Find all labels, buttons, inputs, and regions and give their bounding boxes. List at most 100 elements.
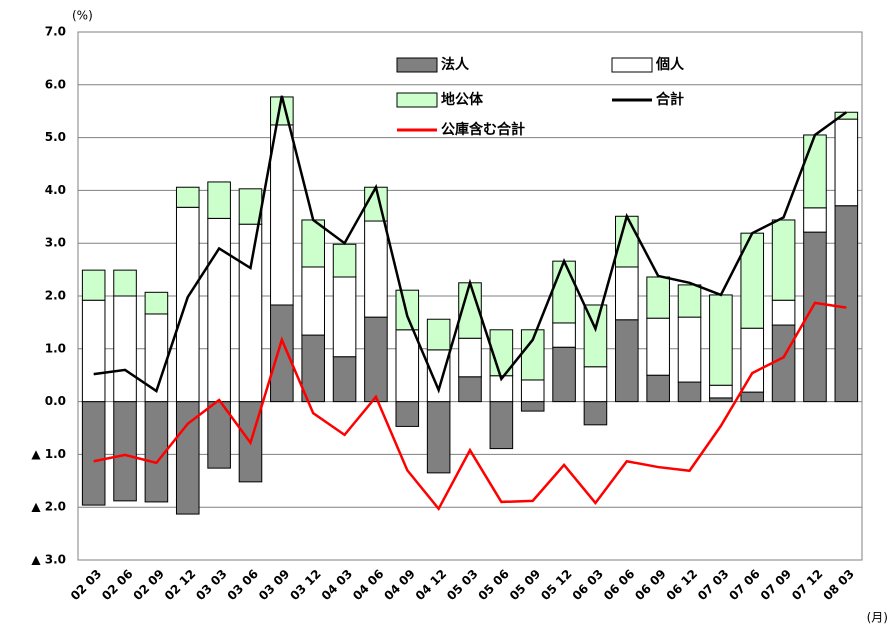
x-tick-label: 04 09	[381, 567, 417, 603]
y-tick-label: 0.0	[45, 394, 66, 408]
bar	[834, 118, 859, 207]
x-tick-label: 08 03	[820, 567, 856, 603]
legend-label: 個人	[655, 56, 685, 73]
x-tick-label: 04 03	[319, 567, 355, 603]
bar	[677, 284, 702, 318]
bar	[709, 294, 733, 386]
bar	[238, 223, 263, 403]
bar	[144, 291, 169, 315]
y-tick-label: 3.0	[45, 236, 66, 250]
x-tick-label: 03 06	[225, 567, 261, 603]
bar	[364, 220, 388, 318]
bar	[803, 207, 827, 233]
legend-label: 公庫含む合計	[441, 121, 525, 138]
x-tick-label: 04 06	[350, 567, 386, 603]
bar	[520, 401, 545, 412]
x-tick-label: 06 06	[601, 567, 637, 603]
bar	[520, 379, 545, 403]
x-unit: (月)	[867, 611, 888, 625]
x-tick-label: 03 09	[256, 567, 292, 603]
bar	[301, 266, 325, 336]
x-tick-label: 06 09	[632, 567, 668, 603]
bar	[458, 376, 482, 403]
bar	[81, 401, 106, 506]
bar	[771, 324, 796, 403]
bar	[175, 206, 200, 403]
x-tick-label: 07 12	[789, 567, 825, 603]
x-tick-label: 05 12	[538, 567, 574, 603]
bar	[615, 319, 639, 403]
x-tick-label: 04 12	[413, 567, 449, 603]
bar	[489, 401, 514, 450]
x-tick-label: 06 12	[664, 567, 700, 603]
legend-swatch	[611, 57, 653, 73]
bar	[270, 124, 294, 306]
bar	[646, 276, 670, 319]
bar	[771, 299, 796, 326]
bar	[615, 266, 639, 321]
y-tick-label: ▲ 3.0	[31, 553, 66, 567]
bar	[395, 401, 420, 427]
bar	[583, 401, 608, 426]
x-tick-label: 07 09	[758, 567, 794, 603]
y-tick-label: 7.0	[45, 25, 66, 39]
y-tick-label: 1.0	[45, 341, 66, 355]
bar	[207, 181, 231, 219]
bar	[583, 304, 608, 368]
bar	[834, 205, 859, 403]
legend-label: 合計	[656, 91, 684, 108]
y-unit: (%)	[72, 9, 93, 23]
y-tick-label: 2.0	[45, 289, 66, 303]
x-tick-label: 07 03	[695, 567, 731, 603]
x-tick-label: 05 03	[444, 567, 480, 603]
bar	[646, 317, 670, 376]
bar	[332, 243, 357, 278]
x-tick-label: 02 06	[99, 567, 135, 603]
x-tick-label: 07 06	[726, 567, 762, 603]
bar	[332, 276, 357, 358]
bar	[426, 349, 451, 403]
bar	[395, 329, 420, 403]
y-tick-label: 6.0	[45, 77, 66, 91]
x-tick-label: 06 03	[570, 567, 606, 603]
y-tick-label: ▲ 1.0	[31, 447, 66, 461]
line	[93, 95, 848, 394]
bar	[552, 346, 576, 403]
bar	[270, 304, 294, 403]
bar	[740, 327, 765, 393]
line	[93, 301, 847, 512]
bar	[709, 384, 733, 399]
bar	[113, 401, 137, 502]
bar	[113, 295, 137, 403]
bar	[740, 391, 765, 403]
y-tick-label: 4.0	[45, 183, 66, 197]
legend-swatch	[396, 57, 438, 73]
bar	[552, 260, 576, 324]
bar	[426, 401, 451, 474]
bar	[677, 316, 702, 383]
bar	[458, 337, 482, 378]
x-tick-label: 02 09	[131, 567, 167, 603]
bar	[709, 397, 733, 403]
bar	[113, 269, 137, 297]
x-tick-label: 02 03	[68, 567, 104, 603]
bar	[364, 316, 388, 403]
bar	[426, 318, 451, 351]
bar	[646, 374, 670, 403]
x-tick-label: 05 06	[475, 567, 511, 603]
x-tick-label: 03 12	[287, 567, 323, 603]
bar	[771, 219, 796, 301]
bar	[552, 322, 576, 348]
bar	[175, 186, 200, 208]
bar	[677, 381, 702, 403]
y-tick-label: 5.0	[45, 130, 66, 144]
legend-label: 地公体	[441, 91, 484, 108]
bar	[395, 289, 420, 331]
legend-swatch	[396, 92, 438, 108]
y-tick-label: ▲ 2.0	[31, 500, 66, 514]
bar	[332, 356, 357, 403]
bar	[81, 269, 106, 301]
x-tick-label: 02 12	[162, 567, 198, 603]
legend-label: 法人	[441, 56, 470, 73]
